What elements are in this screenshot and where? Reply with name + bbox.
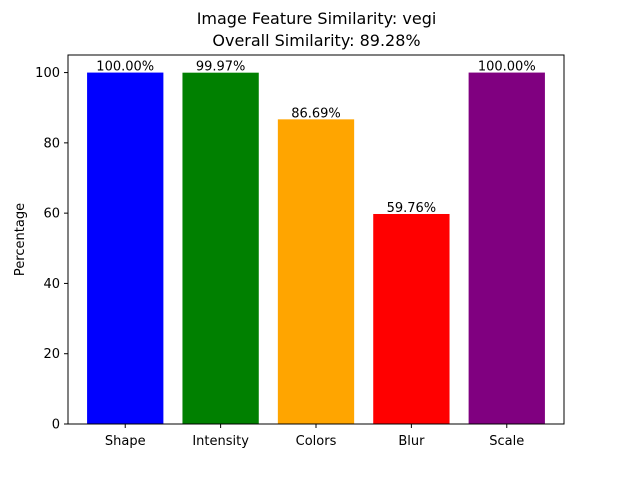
- y-tick-label: 100: [35, 66, 60, 81]
- y-tick-label: 80: [43, 136, 60, 151]
- y-axis: 0 20 40 60 80 100: [35, 66, 68, 433]
- chart-title: Image Feature Similarity: vegi: [197, 9, 437, 28]
- y-tick-label: 40: [43, 277, 60, 292]
- bar-colors: [277, 119, 355, 425]
- bar-value-label: 59.76%: [387, 201, 437, 216]
- x-axis: Shape Intensity Colors Blur Scale: [105, 424, 524, 449]
- bar-value-label: 99.97%: [196, 60, 246, 75]
- bar-value-label: 100.00%: [478, 60, 536, 75]
- x-tick-label: Shape: [105, 434, 146, 449]
- value-labels-layer: 100.00% 99.97% 86.69% 59.76% 100.00%: [96, 60, 535, 216]
- x-tick-label: Colors: [296, 434, 337, 449]
- bar-intensity: [182, 72, 259, 425]
- y-tick-label: 0: [52, 418, 60, 433]
- bars-layer: [87, 72, 545, 425]
- bar-shape: [87, 72, 164, 425]
- y-tick-label: 20: [43, 347, 60, 362]
- bar-blur: [373, 213, 450, 424]
- y-axis-label: Percentage: [13, 203, 28, 276]
- x-tick-label: Intensity: [192, 434, 249, 449]
- bar-scale: [468, 72, 545, 425]
- x-tick-label: Scale: [489, 434, 524, 449]
- plot-frame: [67, 54, 565, 425]
- bar-value-label: 100.00%: [96, 60, 154, 75]
- y-tick-label: 60: [43, 207, 60, 222]
- chart-subtitle: Overall Similarity: 89.28%: [212, 31, 420, 50]
- x-tick-label: Blur: [398, 434, 425, 449]
- bar-value-label: 86.69%: [291, 106, 341, 121]
